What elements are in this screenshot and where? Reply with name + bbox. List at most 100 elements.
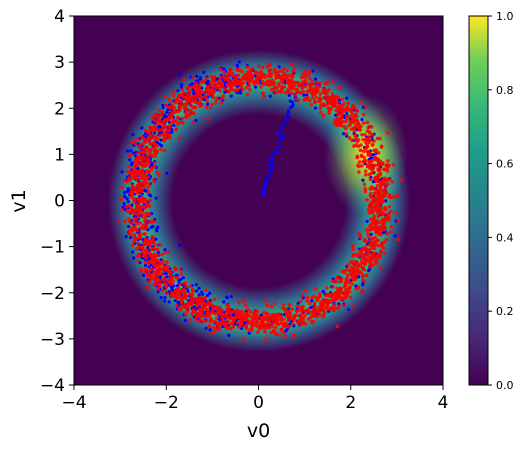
red-point: [359, 99, 363, 104]
red-point: [218, 320, 222, 325]
red-point: [174, 275, 178, 280]
red-point: [211, 95, 215, 100]
red-point: [163, 268, 168, 272]
red-point: [176, 115, 180, 120]
red-point: [183, 281, 188, 286]
red-point: [322, 96, 326, 100]
red-point: [129, 228, 134, 232]
red-point: [364, 247, 368, 251]
red-point: [133, 187, 138, 192]
red-point: [137, 168, 142, 173]
red-point: [250, 325, 254, 330]
blue-point: [208, 291, 212, 295]
red-point: [375, 136, 380, 141]
red-point: [368, 186, 372, 191]
red-point: [181, 91, 186, 96]
red-point: [312, 301, 317, 305]
red-point: [277, 317, 281, 322]
red-point: [203, 296, 207, 300]
red-point: [148, 198, 153, 203]
red-point: [313, 100, 317, 105]
red-point: [318, 110, 323, 115]
red-point: [230, 74, 235, 78]
red-point: [285, 76, 290, 80]
red-point: [348, 272, 353, 277]
red-point: [140, 184, 144, 189]
red-point: [141, 136, 145, 140]
red-point: [157, 108, 162, 113]
blue-point: [155, 141, 160, 145]
red-point: [352, 265, 357, 269]
red-point: [154, 137, 159, 142]
red-point: [373, 155, 377, 159]
red-point: [344, 277, 348, 282]
red-point: [128, 177, 132, 181]
blue-point: [271, 151, 275, 155]
red-point: [151, 238, 156, 243]
red-point: [155, 170, 159, 174]
red-point: [380, 228, 384, 232]
red-point: [206, 116, 210, 121]
red-point: [264, 299, 268, 303]
red-point: [378, 173, 383, 177]
red-point: [133, 197, 137, 202]
red-point: [296, 308, 301, 313]
red-point: [167, 136, 171, 140]
blue-point: [154, 196, 158, 200]
red-point: [166, 128, 170, 132]
red-point: [292, 314, 297, 319]
y-tick-label: 3: [54, 53, 65, 73]
red-point: [334, 94, 339, 99]
red-point: [220, 84, 225, 89]
red-point: [197, 319, 202, 323]
red-point: [138, 143, 143, 147]
red-point: [212, 311, 217, 316]
red-point: [376, 202, 381, 206]
blue-point: [190, 82, 194, 86]
red-point: [164, 103, 168, 108]
red-point: [349, 127, 354, 131]
red-point: [248, 88, 252, 92]
red-point: [332, 308, 336, 313]
red-point: [330, 298, 335, 302]
red-point: [287, 302, 291, 307]
red-point: [350, 244, 355, 248]
red-point: [142, 253, 147, 258]
red-point: [363, 257, 368, 262]
red-point: [205, 313, 210, 317]
red-point: [373, 175, 378, 180]
y-tick-label: −2: [40, 284, 65, 304]
red-point: [176, 109, 181, 114]
red-point: [141, 250, 145, 255]
red-point: [134, 163, 138, 168]
red-point: [154, 280, 158, 284]
red-point: [378, 265, 383, 270]
red-point: [155, 144, 159, 148]
red-point: [247, 84, 251, 88]
red-point: [158, 243, 162, 247]
red-point: [309, 102, 313, 107]
red-point: [298, 90, 302, 95]
red-point: [321, 113, 326, 118]
red-point: [274, 331, 278, 336]
red-point: [197, 94, 201, 98]
red-point: [240, 69, 244, 74]
red-point: [220, 96, 225, 100]
red-point: [378, 136, 382, 141]
red-point: [172, 118, 176, 123]
red-point: [163, 94, 168, 99]
red-point: [146, 175, 151, 179]
red-point: [170, 110, 174, 115]
red-point: [306, 307, 311, 311]
red-point: [212, 330, 216, 335]
red-point: [363, 132, 367, 137]
red-point: [289, 86, 294, 91]
red-point: [391, 162, 396, 167]
red-point: [389, 209, 393, 214]
red-point: [140, 215, 145, 219]
red-point: [371, 166, 376, 170]
blue-point: [186, 289, 190, 293]
blue-point: [208, 328, 212, 332]
red-point: [362, 155, 367, 160]
